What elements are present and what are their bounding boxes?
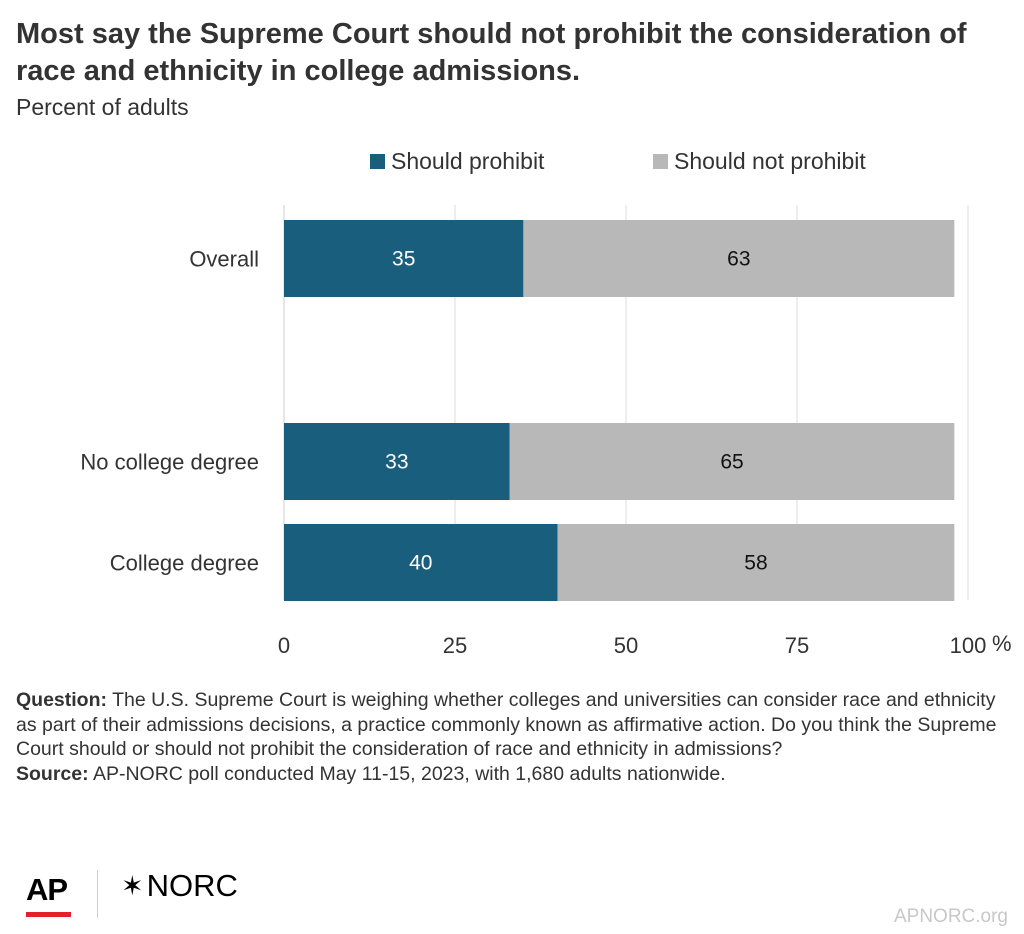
ap-logo-underline — [26, 912, 71, 917]
stacked-bar-chart: 35 63 Overall 33 65 No college degree 40 58 Coll… — [80, 205, 1012, 658]
bar-value-label: 58 — [744, 552, 767, 575]
chart-subtitle: Percent of adults — [16, 94, 189, 120]
x-tick-label: 0 — [278, 633, 290, 658]
bar-should-prohibit — [284, 524, 558, 601]
bar-should-not-prohibit — [509, 423, 955, 500]
legend-swatch-should-prohibit — [370, 153, 385, 169]
category-label: No college degree — [80, 450, 259, 475]
norc-logo: ✶ NORC — [121, 868, 238, 904]
norc-star-icon: ✶ — [121, 870, 144, 901]
bar-should-prohibit — [284, 423, 510, 500]
question-note: Question: The U.S. Supreme Court is weig… — [16, 688, 1011, 762]
logo-divider — [97, 870, 98, 918]
legend-item-should-prohibit: Should prohibit — [370, 146, 544, 176]
x-tick-label: 100 — [950, 633, 987, 658]
bar-value-label: 40 — [409, 552, 432, 575]
category-label: College degree — [110, 551, 259, 576]
legend-label-should-not-prohibit: Should not prohibit — [674, 147, 866, 174]
source-note: Source: AP-NORC poll conducted May 11-15… — [16, 762, 1011, 787]
site-url: APNORC.org — [893, 906, 1008, 927]
x-tick-label: 25 — [443, 633, 467, 658]
category-label: Overall — [189, 247, 259, 272]
x-axis-unit: % — [992, 631, 1012, 656]
question-label: Question: — [16, 689, 107, 711]
legend-label-should-prohibit: Should prohibit — [391, 147, 545, 174]
source-label: Source: — [16, 762, 89, 785]
ap-logo: AP — [26, 872, 68, 907]
question-text: The U.S. Supreme Court is weighing wheth… — [16, 689, 997, 760]
bar-value-label: 35 — [392, 248, 415, 271]
bar-should-prohibit — [284, 220, 524, 297]
legend-item-should-not-prohibit: Should not prohibit — [653, 146, 866, 176]
bar-value-label: 65 — [720, 451, 743, 474]
bar-should-not-prohibit — [557, 524, 955, 601]
legend-swatch-should-not-prohibit — [653, 153, 668, 169]
bar-should-not-prohibit — [523, 220, 955, 297]
chart-title: Most say the Supreme Court should not pr… — [16, 18, 967, 87]
bar-value-label: 33 — [385, 451, 408, 474]
norc-logo-text: NORC — [146, 868, 238, 903]
source-text: AP-NORC poll conducted May 11-15, 2023, … — [92, 762, 726, 785]
x-tick-label: 75 — [785, 633, 809, 658]
chart-notes: Question: The U.S. Supreme Court is weig… — [16, 688, 1011, 786]
x-tick-label: 50 — [614, 633, 638, 658]
bar-value-label: 63 — [727, 248, 750, 271]
